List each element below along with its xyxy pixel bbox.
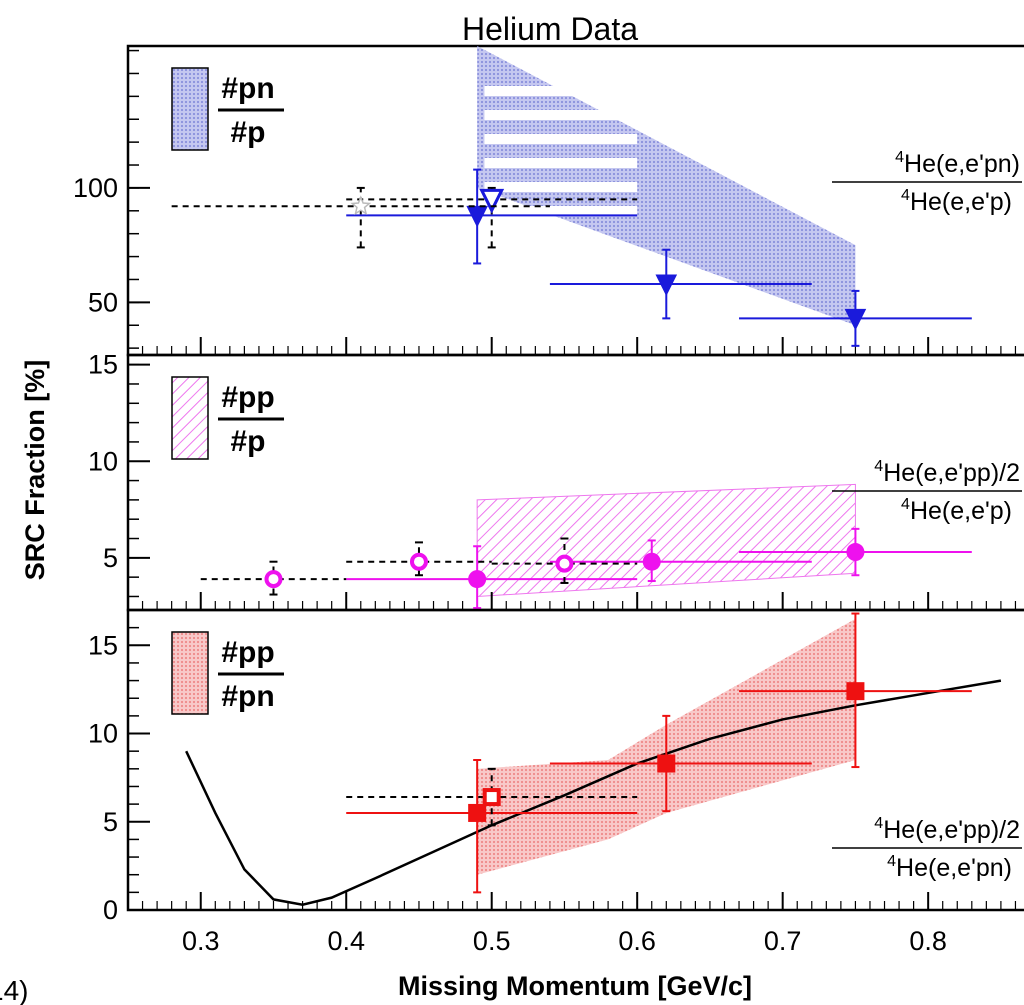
x-tick-label: 0.7 (764, 926, 802, 956)
legend-numerator: #pp (221, 636, 274, 669)
band-stripe (484, 158, 638, 168)
data-point (468, 803, 487, 822)
series-triangle-down-filled (346, 168, 972, 347)
legend-numerator: #pp (221, 381, 274, 414)
legend-denominator: #p (230, 116, 265, 149)
corner-label: 14) (0, 975, 28, 1005)
legend-denominator: #p (230, 425, 265, 458)
y-tick-label: 10 (88, 446, 118, 476)
x-tick-label: 0.3 (182, 926, 220, 956)
band-stripe (484, 182, 638, 192)
panels-group: 50100#pn#p4He(e,e'pn)4He(e,e'p)51015#pp#… (73, 44, 1024, 925)
y-tick-label: 5 (103, 807, 118, 837)
ratio-denominator: 4He(e,e'pn) (887, 853, 1012, 882)
band-stripe (484, 206, 638, 216)
x-tick-label: 0.8 (909, 926, 947, 956)
data-point (642, 552, 661, 571)
x-axis-title: Missing Momentum [GeV/c] (398, 971, 752, 1001)
data-point (657, 754, 676, 773)
series-square-open (346, 767, 638, 827)
band-stripe (484, 110, 638, 120)
series-square-filled (346, 612, 972, 894)
band-stripe (484, 134, 638, 144)
series-circle-open (200, 537, 638, 596)
data-point (482, 788, 501, 807)
panel-pp: 5 10 15 #pp #p 4He(e,e'pp)/2 4He(e,e'p) (88, 350, 1024, 612)
y-tick-label: 5 (103, 543, 118, 573)
series-star-open (171, 186, 550, 249)
data-point (409, 552, 428, 571)
data-point (479, 188, 505, 214)
chart-title: Helium Data (462, 11, 638, 47)
y-axis-title: SRC Fraction [%] (20, 360, 50, 581)
data-point (844, 308, 867, 331)
data-point (555, 554, 574, 573)
y-tick-label: 10 (88, 719, 118, 749)
y-tick-label: 100 (73, 173, 118, 203)
ratio-numerator: 4He(e,e'pn) (895, 149, 1020, 178)
ratio-numerator: 4He(e,e'pp)/2 (874, 815, 1020, 844)
data-point (655, 274, 678, 297)
y-tick-label: 15 (88, 630, 118, 660)
x-tick-label: 0.4 (327, 926, 365, 956)
x-axis: 0.3 0.4 0.5 0.6 0.7 0.8 (182, 926, 947, 956)
legend-swatch (171, 376, 209, 460)
x-tick-label: 0.5 (473, 926, 511, 956)
legend-denominator: #pn (221, 680, 274, 713)
ratio-denominator: 4He(e,e'p) (901, 187, 1012, 216)
data-point (264, 570, 283, 589)
data-point (466, 205, 488, 228)
ratio-numerator: 4He(e,e'pp)/2 (874, 458, 1020, 487)
band-stripe (484, 86, 638, 96)
series-circle-filled (346, 527, 972, 610)
theory-curve (185, 679, 1002, 906)
legend-numerator: #pn (221, 72, 274, 105)
data-point (846, 682, 865, 701)
ratio-denominator: 4He(e,e'p) (901, 496, 1012, 525)
x-tick-label: 0.6 (618, 926, 656, 956)
panel-pppn: 0 5 10 15 #pp #pn 4He(e,e'pp)/2 4He(e,e'pn) (88, 608, 1024, 925)
y-tick-label: 15 (88, 350, 118, 380)
data-point (350, 195, 372, 216)
legend-swatch (171, 631, 209, 715)
y-tick-label: 0 (103, 895, 118, 925)
legend-swatch (171, 67, 209, 151)
panel-pn: 50 100 #pn #p 4He(e,e'pn) 4He(e,e'p) (73, 44, 1024, 357)
y-tick-label: 50 (88, 287, 118, 317)
series-triangle-down-open (346, 186, 638, 249)
data-point (846, 543, 865, 562)
data-point (468, 570, 487, 589)
